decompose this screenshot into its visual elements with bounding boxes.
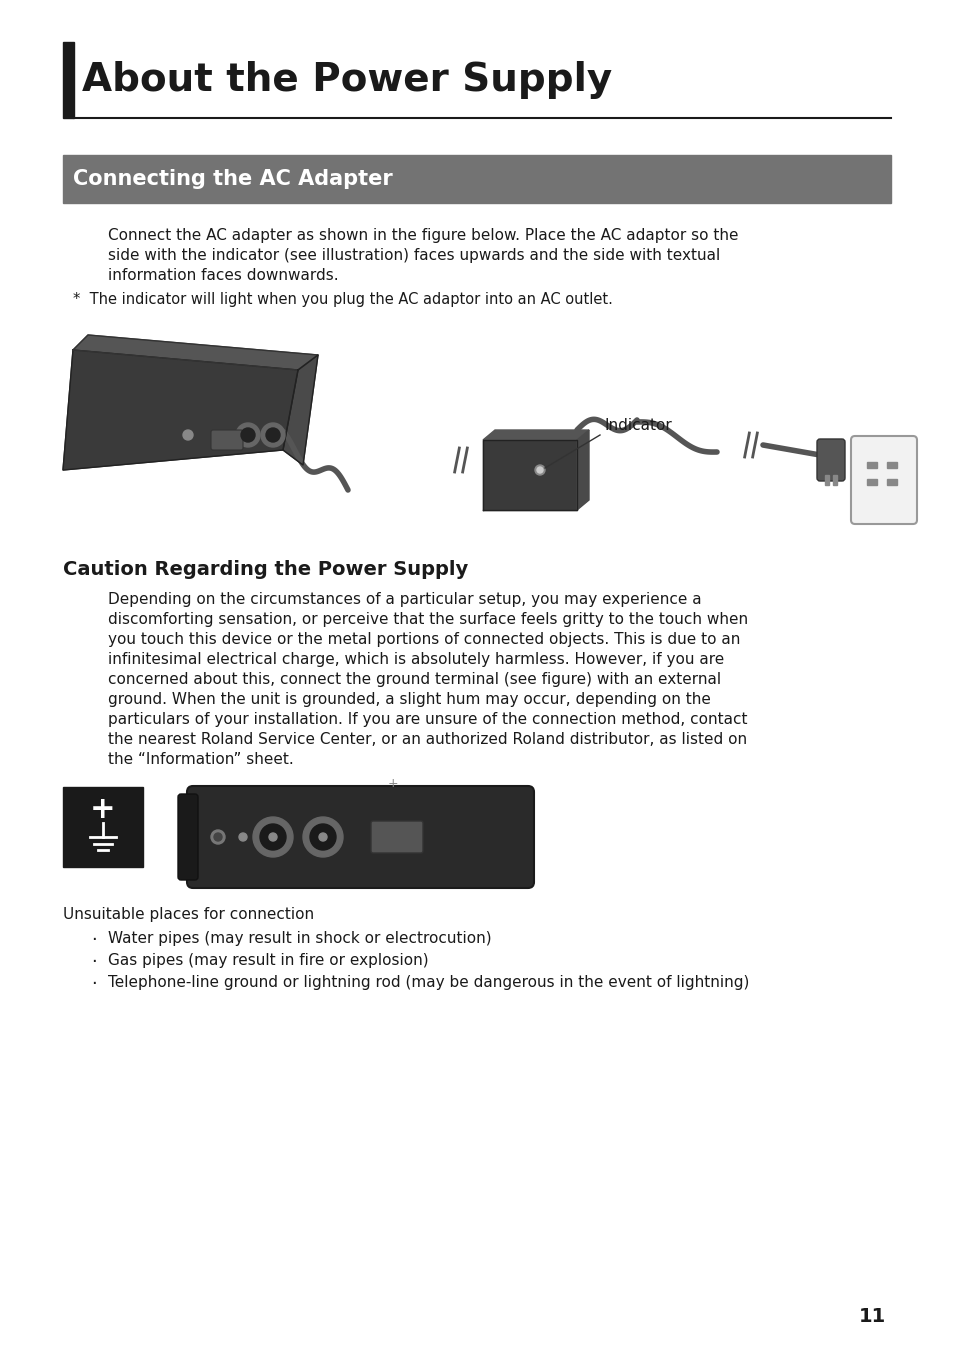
Polygon shape — [482, 431, 588, 440]
Circle shape — [241, 428, 254, 441]
Bar — [63, 154, 890, 203]
Circle shape — [537, 467, 542, 473]
Bar — [824, 475, 828, 485]
Text: Water pipes (may result in shock or electrocution): Water pipes (may result in shock or elec… — [108, 932, 491, 946]
Circle shape — [535, 464, 544, 475]
Polygon shape — [73, 334, 317, 370]
Text: ·: · — [91, 975, 97, 992]
Polygon shape — [283, 355, 317, 464]
Text: Caution Regarding the Power Supply: Caution Regarding the Power Supply — [63, 561, 468, 580]
Text: Unsuitable places for connection: Unsuitable places for connection — [63, 907, 314, 922]
Text: Telephone-line ground or lightning rod (may be dangerous in the event of lightni: Telephone-line ground or lightning rod (… — [108, 975, 749, 990]
Text: +: + — [387, 777, 398, 789]
FancyBboxPatch shape — [816, 439, 844, 481]
Text: Indicator: Indicator — [604, 418, 672, 433]
Bar — [886, 462, 896, 468]
Text: particulars of your installation. If you are unsure of the connection method, co: particulars of your installation. If you… — [108, 712, 747, 727]
Bar — [886, 479, 896, 485]
Text: the nearest Roland Service Center, or an authorized Roland distributor, as liste: the nearest Roland Service Center, or an… — [108, 733, 746, 747]
Bar — [832, 475, 836, 485]
Text: 11: 11 — [858, 1307, 885, 1326]
Text: infinitesimal electrical charge, which is absolutely harmless. However, if you a: infinitesimal electrical charge, which i… — [108, 653, 723, 668]
Text: +: + — [91, 795, 115, 823]
Text: concerned about this, connect the ground terminal (see figure) with an external: concerned about this, connect the ground… — [108, 672, 720, 686]
Text: Depending on the circumstances of a particular setup, you may experience a: Depending on the circumstances of a part… — [108, 592, 700, 607]
FancyBboxPatch shape — [178, 793, 198, 880]
Circle shape — [211, 830, 225, 844]
Text: *  The indicator will light when you plug the AC adaptor into an AC outlet.: * The indicator will light when you plug… — [73, 292, 612, 307]
Circle shape — [183, 431, 193, 440]
Text: you touch this device or the metal portions of connected objects. This is due to: you touch this device or the metal porti… — [108, 632, 740, 647]
Circle shape — [261, 422, 285, 447]
Bar — [866, 462, 876, 468]
FancyBboxPatch shape — [211, 431, 243, 450]
FancyBboxPatch shape — [371, 821, 422, 853]
Circle shape — [235, 422, 260, 447]
Polygon shape — [577, 431, 588, 510]
Text: information faces downwards.: information faces downwards. — [108, 268, 338, 283]
Circle shape — [318, 833, 327, 841]
Text: discomforting sensation, or perceive that the surface feels gritty to the touch : discomforting sensation, or perceive tha… — [108, 612, 747, 627]
Bar — [866, 479, 876, 485]
Text: Connecting the AC Adapter: Connecting the AC Adapter — [73, 169, 393, 190]
Circle shape — [310, 825, 335, 850]
Bar — [63, 787, 143, 867]
Circle shape — [239, 833, 247, 841]
Text: About the Power Supply: About the Power Supply — [82, 61, 612, 99]
Circle shape — [269, 833, 276, 841]
Circle shape — [303, 816, 343, 857]
Text: the “Information” sheet.: the “Information” sheet. — [108, 751, 294, 766]
Circle shape — [266, 428, 280, 441]
FancyBboxPatch shape — [850, 436, 916, 524]
Text: Connect the AC adapter as shown in the figure below. Place the AC adaptor so the: Connect the AC adapter as shown in the f… — [108, 227, 738, 242]
Circle shape — [213, 833, 222, 841]
Text: ground. When the unit is grounded, a slight hum may occur, depending on the: ground. When the unit is grounded, a sli… — [108, 692, 710, 707]
Circle shape — [253, 816, 293, 857]
Bar — [63, 42, 74, 118]
Polygon shape — [482, 440, 577, 510]
Text: side with the indicator (see illustration) faces upwards and the side with textu: side with the indicator (see illustratio… — [108, 248, 720, 263]
FancyBboxPatch shape — [187, 787, 534, 888]
Text: Gas pipes (may result in fire or explosion): Gas pipes (may result in fire or explosi… — [108, 953, 428, 968]
Polygon shape — [63, 349, 297, 470]
Circle shape — [260, 825, 286, 850]
Text: ·: · — [91, 953, 97, 971]
Text: ·: · — [91, 932, 97, 949]
